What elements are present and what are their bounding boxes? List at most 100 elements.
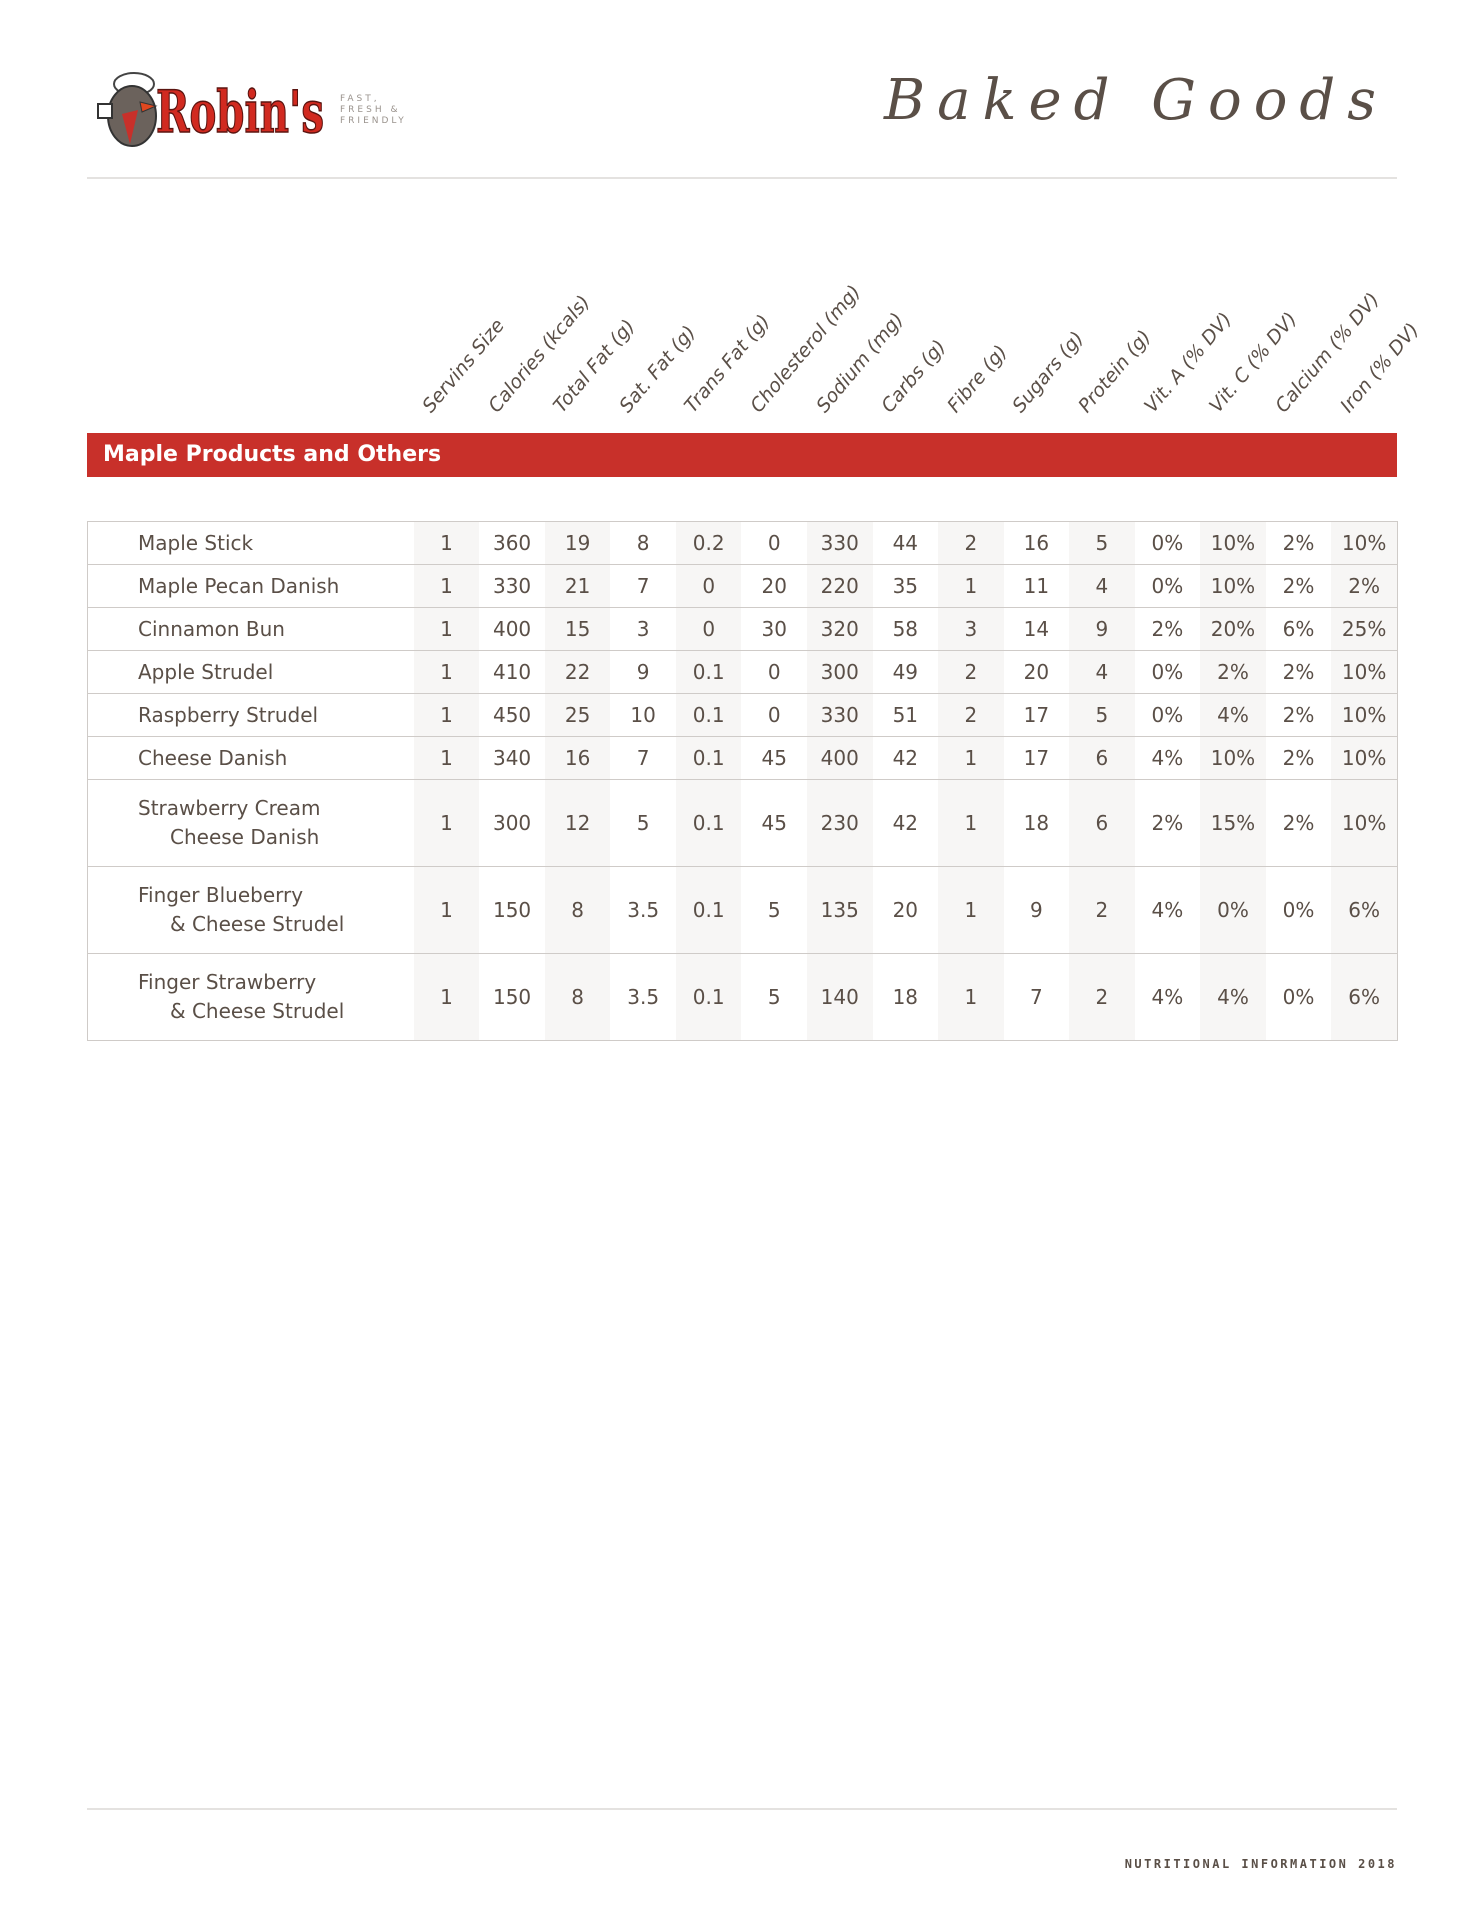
nutrient-value: 3.5 [610,866,676,954]
nutrient-value: 1 [413,736,480,780]
tagline-line: FRESH & [340,105,401,115]
nutrient-value: 10% [1331,736,1399,780]
nutrient-value: 330 [479,564,545,608]
column-header: Fibre (g) [942,341,1012,417]
nutrient-value: 18 [1003,779,1070,867]
nutrient-value: 1 [938,866,1004,954]
nutrient-value: 58 [872,607,939,651]
nutrient-value: 20 [741,564,807,608]
table-row: Cinnamon Bun 1 400 15 3 0 30 320 58 3 14 9 2% 20% 6% 25… [86,607,1399,651]
nutrient-value: 42 [872,779,939,867]
nutrient-value: 44 [872,521,939,565]
nutrient-value: 4% [1134,953,1201,1041]
nutrient-value: 2 [938,521,1004,565]
nutrient-value: 1 [938,953,1004,1041]
item-name-line: Strawberry Cream [138,796,321,820]
nutrient-value: 8 [544,953,611,1041]
nutrient-value: 2% [1265,521,1332,565]
nutrient-value: 10% [1200,521,1266,565]
table-row: Maple Pecan Danish 1 330 21 7 0 20 220 35 1 11 4 0% 1… [86,564,1399,608]
nutrient-value: 4 [1069,650,1135,694]
nutrient-value: 2 [1069,866,1135,954]
nutrient-value: 410 [479,650,545,694]
nutrient-value: 10% [1331,693,1399,737]
item-name: Strawberry Cream Cheese Danish [86,779,414,867]
robins-logo: Robin's [92,66,332,152]
nutrient-value: 2 [938,693,1004,737]
nutrition-table: Maple Stick 1 360 19 8 0.2 0 330 44 2 16 5 0% 10% 2% 10… [86,521,1399,1041]
nutrient-value: 0 [741,693,807,737]
nutrient-value: 1 [413,607,480,651]
nutrient-value: 1 [938,736,1004,780]
nutrient-value: 4% [1134,866,1201,954]
item-name: Finger Blueberry & Cheese Strudel [86,866,414,954]
nutrient-value: 10% [1331,521,1399,565]
nutrient-value: 6% [1265,607,1332,651]
nutrient-value: 16 [544,736,611,780]
tagline-line: FRIENDLY [340,116,407,126]
nutrient-value: 6% [1331,866,1399,954]
section-header: Maple Products and Others [87,433,1397,477]
nutrient-value: 0.1 [675,779,742,867]
nutrient-value: 2% [1331,564,1399,608]
item-name: Apple Strudel [86,650,414,694]
nutrient-value: 0.1 [675,693,742,737]
nutrient-value: 1 [413,693,480,737]
nutrient-value: 0% [1134,521,1201,565]
robin-mascot-icon: Robin's [97,72,325,147]
nutrient-value: 330 [807,521,873,565]
nutrient-value: 21 [544,564,611,608]
nutrient-value: 2% [1134,607,1201,651]
page-title: Baked Goods [883,68,1388,133]
table-row: Apple Strudel 1 410 22 9 0.1 0 300 49 2 20 4 0% 2% 2% 1… [86,650,1399,694]
nutrient-value: 340 [479,736,545,780]
nutrient-value: 1 [413,521,480,565]
nutrient-value: 0.2 [675,521,742,565]
nutrient-value: 5 [741,953,807,1041]
nutrient-value: 400 [479,607,545,651]
nutrient-value: 16 [1003,521,1070,565]
item-name-line: Maple Stick [138,530,254,555]
nutrient-value: 2% [1134,779,1201,867]
nutrient-value: 17 [1003,693,1070,737]
item-name-line: Apple Strudel [138,659,274,684]
nutrient-value: 10% [1200,736,1266,780]
nutrient-value: 0.1 [675,953,742,1041]
nutrient-value: 0 [675,607,742,651]
nutrient-value: 1 [413,779,480,867]
nutrient-value: 2% [1200,650,1266,694]
nutrient-value: 5 [610,779,676,867]
nutrient-value: 0 [675,564,742,608]
nutrient-value: 7 [1003,953,1070,1041]
nutrient-value: 9 [1069,607,1135,651]
nutrient-value: 5 [1069,693,1135,737]
nutrient-value: 220 [807,564,873,608]
header-divider [87,177,1397,179]
logo-tagline: FAST, FRESH & FRIENDLY [340,94,407,127]
nutrient-value: 0% [1134,650,1201,694]
nutrient-value: 0% [1134,693,1201,737]
nutrient-value: 0 [741,650,807,694]
nutrient-value: 1 [413,650,480,694]
item-name: Raspberry Strudel [86,693,414,737]
nutrient-value: 9 [610,650,676,694]
nutrient-value: 140 [807,953,873,1041]
nutrient-value: 25 [544,693,611,737]
footer-text: NUTRITIONAL INFORMATION 2018 [1124,1857,1397,1871]
item-name-line: Raspberry Strudel [138,702,319,727]
table-row: Raspberry Strudel 1 450 25 10 0.1 0 330 51 2 17 5 0%… [86,693,1399,737]
nutrient-value: 150 [479,866,545,954]
nutrient-value: 400 [807,736,873,780]
nutrient-value: 450 [479,693,545,737]
nutrient-value: 4% [1134,736,1201,780]
column-header: Cholesterol (mg) [746,280,866,417]
nutrient-value: 5 [1069,521,1135,565]
nutrient-value: 2% [1265,779,1332,867]
nutrient-value: 6 [1069,736,1135,780]
table-row: Strawberry Cream Cheese Danish 1 300 12 5 0.1 4… [86,779,1399,867]
nutrient-value: 12 [544,779,611,867]
nutrient-value: 300 [807,650,873,694]
item-name-line: Finger Strawberry [138,970,317,994]
nutrient-value: 20 [872,866,939,954]
item-name: Cheese Danish [86,736,414,780]
